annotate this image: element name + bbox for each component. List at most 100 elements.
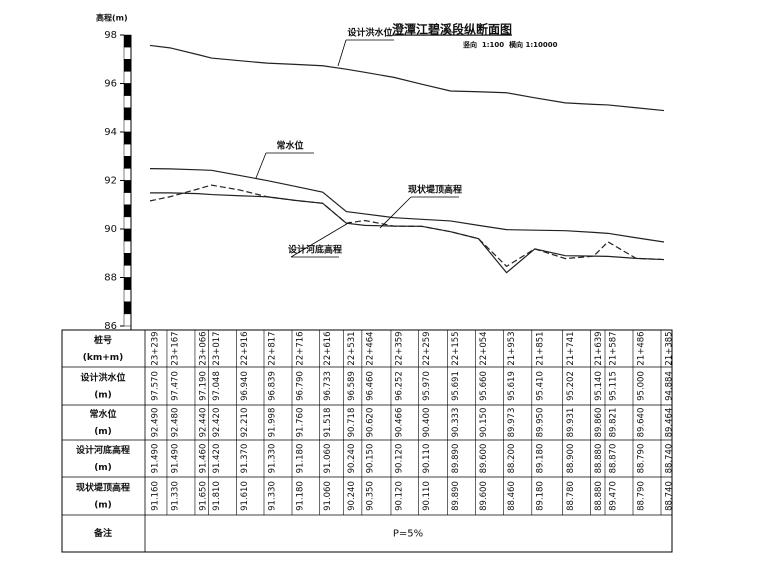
table-value: 95.410 bbox=[535, 371, 545, 401]
station-label: 23+017 bbox=[212, 331, 222, 365]
station-label: 21+385 bbox=[665, 331, 675, 365]
table-frame bbox=[61, 329, 673, 553]
leader-line bbox=[379, 196, 412, 229]
series-label: 设计河底高程 bbox=[288, 244, 342, 256]
series-line bbox=[149, 168, 665, 243]
y-tick-label: 88 bbox=[104, 273, 117, 284]
row-unit: (km+m) bbox=[83, 353, 124, 363]
table-value: 91.180 bbox=[295, 444, 305, 474]
axis-ruler bbox=[123, 95, 132, 108]
axis-ruler bbox=[123, 46, 132, 60]
table-value: 88.790 bbox=[636, 444, 646, 474]
table-value: 95.115 bbox=[608, 371, 618, 401]
axis-ruler bbox=[123, 119, 132, 133]
axis-ruler bbox=[123, 265, 132, 278]
table-value: 90.718 bbox=[347, 408, 357, 438]
table-value: 91.160 bbox=[151, 481, 161, 511]
table-value: 89.640 bbox=[636, 408, 646, 438]
table-value: 90.150 bbox=[479, 408, 489, 438]
table-value: 90.333 bbox=[451, 408, 461, 438]
table-value: 91.180 bbox=[295, 481, 305, 511]
table-value: 97.470 bbox=[170, 371, 180, 401]
table-value: 91.650 bbox=[198, 481, 208, 511]
table-value: 88.790 bbox=[636, 481, 646, 511]
table-value: 91.330 bbox=[170, 481, 180, 511]
table-value: 89.890 bbox=[451, 444, 461, 474]
table-value: 88.460 bbox=[507, 481, 517, 511]
station-label: 22+817 bbox=[267, 331, 277, 365]
table-value: 95.000 bbox=[636, 371, 646, 401]
series-line bbox=[149, 44, 665, 112]
table-value: 90.240 bbox=[347, 481, 357, 511]
y-tick-label: 86 bbox=[104, 321, 117, 332]
y-tick-label: 96 bbox=[104, 79, 117, 90]
chart-subtitle: 竖向 1:100 横向 1:10000 bbox=[463, 40, 558, 49]
station-label: 21+639 bbox=[594, 331, 604, 365]
table-value: 97.048 bbox=[212, 371, 222, 401]
series-line bbox=[149, 184, 665, 268]
axis-ruler bbox=[123, 156, 132, 169]
chart-title: 澄潭江碧溪段纵断面图 bbox=[392, 22, 512, 37]
row-header: 设计河底高程 bbox=[76, 444, 130, 456]
table-value: 90.150 bbox=[365, 444, 375, 474]
table-value: 91.420 bbox=[212, 444, 222, 474]
axis-ruler bbox=[123, 143, 132, 157]
station-label: 22+616 bbox=[323, 331, 333, 365]
table-value: 89.180 bbox=[535, 444, 545, 474]
station-label: 21+486 bbox=[636, 331, 646, 365]
note-header: 备注 bbox=[93, 527, 112, 539]
table-value: 90.120 bbox=[394, 444, 404, 474]
table-value: 88.780 bbox=[566, 481, 576, 511]
station-label: 22+916 bbox=[240, 331, 250, 365]
station-label: 22+259 bbox=[422, 331, 432, 365]
table-value: 91.518 bbox=[323, 408, 333, 438]
axis-ruler bbox=[123, 301, 132, 315]
table-value: 92.480 bbox=[170, 408, 180, 438]
row-unit: (m) bbox=[94, 427, 112, 437]
axis-ruler bbox=[123, 71, 132, 84]
series-label: 常水位 bbox=[276, 140, 303, 152]
leader-line bbox=[337, 39, 347, 67]
axis-ruler bbox=[123, 192, 132, 205]
y-tick-label: 94 bbox=[104, 127, 117, 138]
axis-ruler bbox=[123, 289, 132, 302]
table-value: 95.970 bbox=[422, 371, 432, 401]
station-label: 22+155 bbox=[451, 331, 461, 365]
table-value: 96.252 bbox=[394, 371, 404, 401]
table-value: 94.884 bbox=[665, 371, 675, 401]
table-value: 96.790 bbox=[295, 371, 305, 401]
note: P=5% bbox=[393, 529, 423, 540]
table-value: 88.880 bbox=[594, 481, 604, 511]
table-value: 96.839 bbox=[267, 371, 277, 401]
table-value: 97.570 bbox=[151, 371, 161, 401]
series-label: 设计洪水位 bbox=[347, 27, 392, 39]
row-unit: (m) bbox=[94, 391, 112, 401]
table-value: 90.110 bbox=[422, 481, 432, 511]
axis-ruler bbox=[123, 216, 132, 230]
table-value: 90.620 bbox=[365, 408, 375, 438]
table-value: 92.440 bbox=[198, 408, 208, 438]
table-value: 91.330 bbox=[267, 481, 277, 511]
table-value: 88.900 bbox=[566, 444, 576, 474]
table-value: 88.880 bbox=[594, 444, 604, 474]
station-label: 22+464 bbox=[365, 331, 375, 365]
table-value: 89.464 bbox=[665, 408, 675, 438]
table-value: 90.120 bbox=[394, 481, 404, 511]
station-label: 21+953 bbox=[507, 331, 517, 365]
table-value: 96.460 bbox=[365, 371, 375, 401]
series-label: 现状堤顶高程 bbox=[408, 184, 462, 196]
table-value: 89.890 bbox=[451, 481, 461, 511]
table-value: 91.810 bbox=[212, 481, 222, 511]
table-value: 92.490 bbox=[151, 408, 161, 438]
table-value: 91.370 bbox=[240, 444, 250, 474]
row-header: 常水位 bbox=[89, 408, 116, 420]
axis-ruler bbox=[123, 180, 132, 193]
y-axis-label: 高程(m) bbox=[96, 13, 128, 23]
table-value: 91.998 bbox=[267, 408, 277, 438]
station-label: 21+741 bbox=[566, 331, 576, 365]
leader-line bbox=[255, 152, 267, 179]
table-value: 91.460 bbox=[198, 444, 208, 474]
table-value: 96.733 bbox=[323, 371, 333, 401]
table-value: 89.860 bbox=[594, 408, 604, 438]
table-value: 90.240 bbox=[347, 444, 357, 474]
